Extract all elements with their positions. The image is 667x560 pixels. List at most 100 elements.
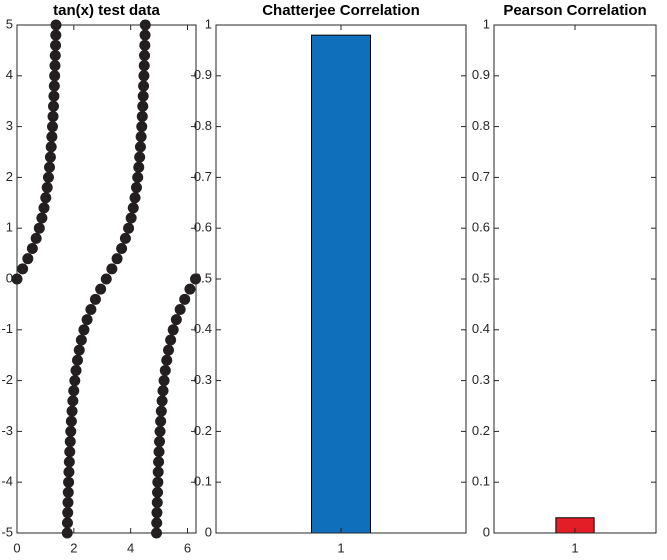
y-tick-label: -3 — [1, 423, 13, 438]
point — [116, 243, 128, 255]
point — [138, 60, 150, 72]
x-tick-label: 2 — [70, 540, 77, 555]
y-tick-label: 0.4 — [194, 321, 212, 336]
point — [72, 354, 84, 366]
point — [61, 517, 73, 529]
y-tick-label: 0.4 — [472, 321, 490, 336]
chart-title: tan(x) test data — [53, 2, 160, 19]
point — [49, 70, 61, 82]
x-tick-label: 0 — [13, 540, 20, 555]
y-tick-label: 0.6 — [194, 220, 212, 235]
point — [119, 232, 131, 244]
y-tick-label: -1 — [1, 321, 13, 336]
point — [138, 70, 150, 82]
point — [163, 344, 175, 356]
y-tick-label: 0 — [483, 524, 490, 539]
point — [65, 415, 77, 427]
point — [130, 182, 142, 194]
point — [17, 263, 29, 275]
y-tick-label: 0.2 — [472, 423, 490, 438]
point — [68, 385, 80, 397]
point — [42, 171, 54, 183]
point — [22, 253, 34, 265]
point — [30, 232, 42, 244]
point — [47, 110, 59, 122]
point — [106, 263, 118, 275]
point — [151, 497, 163, 509]
y-tick-label: 1 — [6, 220, 13, 235]
point — [139, 29, 151, 41]
point — [95, 283, 107, 295]
point — [63, 456, 75, 468]
point — [152, 486, 164, 498]
point — [73, 344, 85, 356]
point — [81, 314, 93, 326]
y-tick-label: 1 — [205, 16, 212, 31]
point — [134, 151, 146, 163]
y-tick-label: 0 — [205, 524, 212, 539]
point — [138, 80, 150, 92]
y-tick-label: 0.1 — [472, 474, 490, 489]
point — [134, 141, 146, 153]
y-tick-label: 0.8 — [472, 118, 490, 133]
point — [78, 324, 90, 336]
point — [44, 161, 56, 173]
y-tick-label: -4 — [1, 474, 13, 489]
chart-title: Pearson Correlation — [503, 2, 646, 19]
point — [127, 202, 139, 214]
point — [70, 364, 82, 376]
point — [38, 202, 50, 214]
point — [151, 507, 163, 519]
point — [155, 415, 167, 427]
point — [63, 466, 75, 478]
point — [136, 110, 148, 122]
y-tick-label: 0.7 — [472, 169, 490, 184]
y-tick-label: 0.9 — [194, 67, 212, 82]
y-tick-label: 2 — [6, 169, 13, 184]
point — [158, 375, 170, 387]
point — [64, 436, 76, 448]
y-tick-label: 0.5 — [472, 270, 490, 285]
point — [132, 171, 144, 183]
point — [111, 253, 123, 265]
point — [75, 334, 87, 346]
point — [89, 293, 101, 305]
point — [41, 182, 53, 194]
point — [135, 131, 147, 143]
y-tick-label: 5 — [6, 16, 13, 31]
point — [137, 90, 149, 102]
point — [133, 161, 145, 173]
point — [170, 314, 182, 326]
point — [153, 446, 165, 458]
point — [159, 364, 171, 376]
point — [48, 80, 60, 92]
point — [62, 486, 74, 498]
point — [63, 476, 75, 488]
point — [184, 283, 196, 295]
point — [85, 303, 97, 315]
point — [67, 395, 79, 407]
point — [48, 90, 60, 102]
point — [125, 212, 137, 224]
point — [129, 192, 141, 204]
point — [137, 100, 149, 112]
point — [155, 405, 167, 417]
y-tick-label: 0.3 — [472, 372, 490, 387]
point — [64, 446, 76, 458]
point — [179, 293, 191, 305]
x-tick-label: 1 — [337, 540, 344, 555]
y-tick-label: 0 — [6, 270, 13, 285]
point — [136, 121, 148, 133]
point — [45, 141, 57, 153]
y-tick-label: -5 — [1, 524, 13, 539]
point — [62, 497, 74, 509]
point — [123, 222, 135, 234]
point — [165, 334, 177, 346]
point — [167, 324, 179, 336]
y-tick-label: 0.1 — [194, 474, 212, 489]
point — [153, 436, 165, 448]
point — [139, 39, 151, 51]
x-tick-label: 1 — [571, 540, 578, 555]
x-tick-label: 4 — [127, 540, 134, 555]
point — [154, 425, 166, 437]
